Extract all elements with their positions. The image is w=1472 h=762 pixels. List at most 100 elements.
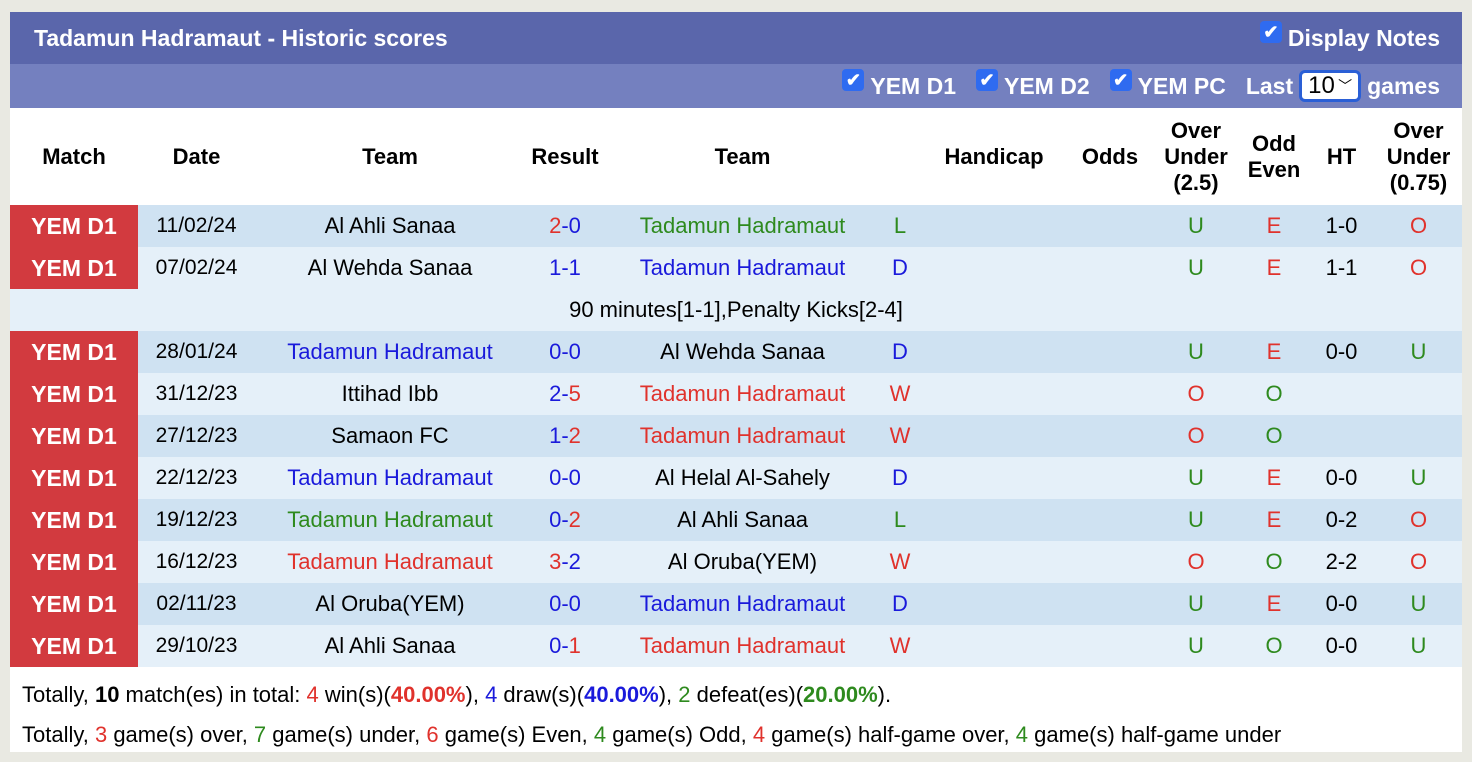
away-score: 2 bbox=[568, 549, 581, 574]
handicap bbox=[920, 205, 1068, 247]
checkbox-checked-icon[interactable]: ✔ bbox=[842, 69, 865, 91]
away-team[interactable]: Al Wehda Sanaa bbox=[605, 331, 880, 373]
score: 0-1 bbox=[525, 625, 605, 667]
table-row[interactable]: YEM D1 02/11/23 Al Oruba(YEM) 0-0 Tadamun Ha… bbox=[10, 583, 1462, 625]
away-team[interactable]: Al Oruba(YEM) bbox=[605, 541, 880, 583]
away-team[interactable]: Tadamun Hadramaut bbox=[605, 247, 880, 289]
half-time-score: 1-1 bbox=[1308, 247, 1375, 289]
score-separator: - bbox=[561, 339, 569, 364]
home-score: 0 bbox=[549, 633, 562, 658]
away-team[interactable]: Tadamun Hadramaut bbox=[605, 205, 880, 247]
filter-yem-d2[interactable]: ✔ YEM D2 bbox=[976, 69, 1090, 100]
league-badge[interactable]: YEM D1 bbox=[10, 541, 138, 583]
filter-yem-pc[interactable]: ✔ YEM PC bbox=[1109, 69, 1226, 100]
column-header: Team bbox=[714, 143, 771, 169]
summary-segment: Totally, bbox=[22, 682, 95, 707]
summary-segment: Totally, bbox=[22, 722, 95, 747]
match-outcome: D bbox=[880, 247, 920, 289]
league-badge[interactable]: YEM D1 bbox=[10, 373, 138, 415]
home-team[interactable]: Samaon FC bbox=[255, 415, 525, 457]
home-team[interactable]: Tadamun Hadramaut bbox=[255, 499, 525, 541]
table-row[interactable]: YEM D1 16/12/23 Tadamun Hadramaut 3-2 Al Oru… bbox=[10, 541, 1462, 583]
away-team[interactable]: Al Ahli Sanaa bbox=[605, 499, 880, 541]
league-badge[interactable]: YEM D1 bbox=[10, 205, 138, 247]
away-team[interactable]: Tadamun Hadramaut bbox=[605, 625, 880, 667]
league-badge[interactable]: YEM D1 bbox=[10, 499, 138, 541]
summary-segment: defeat(es)( bbox=[690, 682, 804, 707]
summary-segment: game(s) Even, bbox=[438, 722, 594, 747]
away-team[interactable]: Tadamun Hadramaut bbox=[605, 583, 880, 625]
odds bbox=[1068, 247, 1152, 289]
away-score: 1 bbox=[568, 633, 581, 658]
checkbox-checked-icon[interactable]: ✔ bbox=[1109, 69, 1132, 91]
handicap bbox=[920, 415, 1068, 457]
checkbox-checked-icon[interactable]: ✔ bbox=[976, 69, 998, 91]
home-team[interactable]: Al Oruba(YEM) bbox=[255, 583, 525, 625]
over-under-2-5: O bbox=[1152, 541, 1240, 583]
away-score: 0 bbox=[568, 213, 581, 238]
table-row[interactable]: YEM D1 31/12/23 Ittihad Ibb 2-5 Tadamun Hadr… bbox=[10, 373, 1462, 415]
score: 1-1 bbox=[525, 247, 605, 289]
summary-segment: match(es) in total: bbox=[119, 682, 307, 707]
table-row[interactable]: YEM D1 29/10/23 Al Ahli Sanaa 0-1 Tadamun Ha… bbox=[10, 625, 1462, 667]
odd-even: E bbox=[1240, 499, 1308, 541]
home-team[interactable]: Tadamun Hadramaut bbox=[255, 457, 525, 499]
summary-segment: 7 bbox=[253, 722, 267, 747]
league-badge[interactable]: YEM D1 bbox=[10, 583, 138, 625]
match-outcome: W bbox=[880, 541, 920, 583]
league-badge[interactable]: YEM D1 bbox=[10, 625, 138, 667]
checkbox-checked-icon[interactable]: ✔ bbox=[1259, 21, 1282, 43]
filter-yem-d1[interactable]: ✔ YEM D1 bbox=[842, 69, 956, 100]
filter-bar: ✔ YEM D1 ✔ YEM D2 ✔ YEM PC Last 10 ﹀ games bbox=[10, 64, 1462, 108]
away-team[interactable]: Tadamun Hadramaut bbox=[605, 373, 880, 415]
display-notes-toggle[interactable]: ✔ Display Notes bbox=[1259, 21, 1440, 52]
table-row[interactable]: YEM D1 07/02/24 Al Wehda Sanaa 1-1 Tadamun H… bbox=[10, 247, 1462, 289]
column-header: Handicap bbox=[944, 143, 1044, 169]
handicap bbox=[920, 457, 1068, 499]
home-team[interactable]: Al Ahli Sanaa bbox=[255, 625, 525, 667]
historic-scores-panel: Tadamun Hadramaut - Historic scores ✔ Dis… bbox=[10, 12, 1462, 752]
summary-segment: 6 bbox=[426, 722, 439, 747]
home-team[interactable]: Al Ahli Sanaa bbox=[255, 205, 525, 247]
home-team[interactable]: Tadamun Hadramaut bbox=[255, 331, 525, 373]
over-under-0-75: O bbox=[1375, 499, 1462, 541]
table-row[interactable]: YEM D1 22/12/23 Tadamun Hadramaut 0-0 Al Hel… bbox=[10, 457, 1462, 499]
match-date: 22/12/23 bbox=[138, 457, 255, 499]
away-team[interactable]: Al Helal Al-Sahely bbox=[605, 457, 880, 499]
home-team[interactable]: Tadamun Hadramaut bbox=[255, 541, 525, 583]
summary-segment: 4 bbox=[485, 682, 498, 707]
handicap bbox=[920, 499, 1068, 541]
odds bbox=[1068, 331, 1152, 373]
summary-segment: ). bbox=[877, 682, 892, 707]
match-date: 31/12/23 bbox=[138, 373, 255, 415]
league-badge[interactable]: YEM D1 bbox=[10, 247, 138, 289]
home-team[interactable]: Ittihad Ibb bbox=[255, 373, 525, 415]
league-badge[interactable]: YEM D1 bbox=[10, 415, 138, 457]
table-row[interactable]: YEM D1 27/12/23 Samaon FC 1-2 Tadamun Hadram… bbox=[10, 415, 1462, 457]
table-row[interactable]: YEM D1 11/02/24 Al Ahli Sanaa 2-0 Tadamun Ha… bbox=[10, 205, 1462, 247]
summary-segment: 4 bbox=[306, 682, 319, 707]
filter-label: YEM PC bbox=[1137, 72, 1226, 99]
column-header: Result bbox=[531, 143, 599, 169]
away-score: 2 bbox=[568, 507, 581, 532]
column-header: Odd Even bbox=[1247, 130, 1301, 182]
over-under-2-5: U bbox=[1152, 499, 1240, 541]
home-score: 0 bbox=[549, 507, 562, 532]
away-score: 0 bbox=[568, 465, 581, 490]
match-note: 90 minutes[1-1],Penalty Kicks[2-4] bbox=[10, 289, 1462, 331]
away-team[interactable]: Tadamun Hadramaut bbox=[605, 415, 880, 457]
score: 3-2 bbox=[525, 541, 605, 583]
table-row[interactable]: YEM D1 19/12/23 Tadamun Hadramaut 0-2 Al Ahl… bbox=[10, 499, 1462, 541]
league-badge[interactable]: YEM D1 bbox=[10, 457, 138, 499]
home-team[interactable]: Al Wehda Sanaa bbox=[255, 247, 525, 289]
odds bbox=[1068, 499, 1152, 541]
last-games-select[interactable]: 10 ﹀ bbox=[1299, 70, 1362, 102]
chevron-down-icon: ﹀ bbox=[1338, 78, 1353, 94]
league-badge[interactable]: YEM D1 bbox=[10, 331, 138, 373]
odds bbox=[1068, 541, 1152, 583]
score: 1-2 bbox=[525, 415, 605, 457]
panel-header: Tadamun Hadramaut - Historic scores ✔ Dis… bbox=[10, 12, 1462, 64]
scores-table: Match Date Team Result Team Handicap Odds Over … bbox=[10, 108, 1462, 667]
table-row[interactable]: YEM D1 28/01/24 Tadamun Hadramaut 0-0 Al Weh… bbox=[10, 331, 1462, 373]
summary-segment: 10 bbox=[94, 682, 120, 707]
